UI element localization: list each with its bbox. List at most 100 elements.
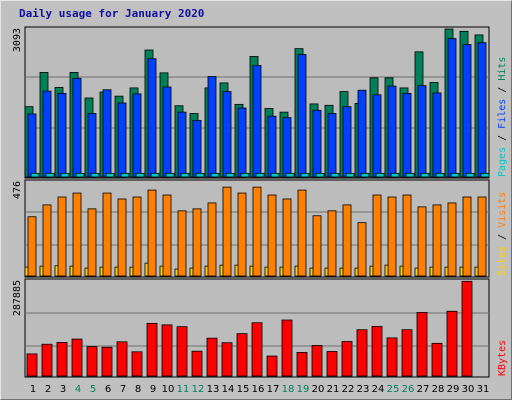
visits-bar-day-10 bbox=[162, 194, 172, 277]
files-bar-day-27 bbox=[417, 85, 427, 178]
files-bar-day-20 bbox=[312, 109, 322, 178]
files-bar-day-7 bbox=[117, 102, 127, 178]
files-bar-day-3 bbox=[57, 93, 67, 178]
kbytes-bar-day-12 bbox=[191, 350, 203, 377]
visits-bar-day-27 bbox=[417, 206, 427, 277]
visits-bar-day-17 bbox=[267, 194, 277, 277]
day-label-8: 8 bbox=[135, 384, 141, 395]
visits-bar-day-12 bbox=[192, 208, 202, 277]
day-label-11: 11 bbox=[177, 384, 190, 395]
pages-bar-day-8 bbox=[135, 172, 145, 178]
pages-bar-day-24 bbox=[375, 172, 385, 178]
pages-bar-day-3 bbox=[60, 172, 70, 178]
files-bar-day-16 bbox=[252, 65, 262, 178]
kbytes-bar-day-18 bbox=[281, 319, 293, 377]
visits-bar-day-14 bbox=[222, 186, 232, 277]
pages-bar-day-5 bbox=[90, 172, 100, 178]
visits-bar-day-2 bbox=[42, 204, 52, 277]
visits-bar-day-22 bbox=[342, 204, 352, 277]
pages-bar-day-22 bbox=[345, 172, 355, 178]
files-bar-day-2 bbox=[42, 90, 52, 178]
kbytes-bar-day-25 bbox=[386, 337, 398, 377]
pages-bar-day-18 bbox=[285, 172, 295, 178]
pages-bar-day-12 bbox=[195, 172, 205, 178]
kbytes-bar-day-26 bbox=[401, 329, 413, 377]
pages-bar-day-1 bbox=[30, 172, 40, 178]
files-bar-day-30 bbox=[462, 44, 472, 178]
visits-bar-day-15 bbox=[237, 192, 247, 277]
legend-entry-files: Files bbox=[497, 99, 508, 129]
kbytes-bar-day-17 bbox=[266, 355, 278, 377]
visits-bar-day-7 bbox=[117, 198, 127, 277]
kbytes-bar-day-23 bbox=[356, 329, 368, 377]
kbytes-bar-day-4 bbox=[71, 338, 83, 377]
visits-bar-day-30 bbox=[462, 196, 472, 277]
day-label-30: 30 bbox=[462, 384, 475, 395]
day-label-14: 14 bbox=[222, 384, 235, 395]
day-label-29: 29 bbox=[447, 384, 460, 395]
kbytes-y-max-label: 287885 bbox=[12, 280, 23, 316]
files-bar-day-15 bbox=[237, 107, 247, 178]
files-bar-day-14 bbox=[222, 91, 232, 178]
day-label-3: 3 bbox=[60, 384, 66, 395]
day-label-1: 1 bbox=[30, 384, 36, 395]
day-label-15: 15 bbox=[237, 384, 250, 395]
files-bar-day-17 bbox=[267, 115, 277, 178]
pages-bar-day-23 bbox=[360, 172, 370, 178]
kbytes-bar-day-21 bbox=[326, 351, 338, 377]
visits-bar-day-6 bbox=[102, 192, 112, 277]
kbytes-bar-day-2 bbox=[41, 343, 53, 377]
files-bar-day-29 bbox=[447, 38, 457, 178]
hits-legend: Pages / Files / Hits bbox=[497, 57, 508, 177]
pages-bar-day-15 bbox=[240, 172, 250, 178]
visits-bar-day-5 bbox=[87, 208, 97, 277]
pages-bar-day-6 bbox=[105, 172, 115, 178]
kbytes-bar-day-15 bbox=[236, 333, 248, 377]
visits-bar-day-18 bbox=[282, 198, 292, 277]
visits-bar-day-9 bbox=[147, 189, 157, 277]
kbytes-bar-day-8 bbox=[131, 351, 143, 377]
kbytes-bar-day-14 bbox=[221, 342, 233, 377]
files-bar-day-31 bbox=[477, 42, 487, 178]
pages-bar-day-28 bbox=[435, 172, 445, 178]
kbytes-bar-day-5 bbox=[86, 346, 98, 377]
kbytes-bar-day-6 bbox=[101, 346, 113, 377]
pages-bar-day-2 bbox=[45, 172, 55, 178]
visits-bar-day-25 bbox=[387, 196, 397, 277]
kbytes-bar-day-29 bbox=[446, 310, 458, 377]
day-label-6: 6 bbox=[105, 384, 111, 395]
kbytes-bar-day-16 bbox=[251, 322, 263, 377]
day-label-25: 25 bbox=[387, 384, 400, 395]
files-bar-day-23 bbox=[357, 89, 367, 178]
files-bar-day-28 bbox=[432, 92, 442, 178]
legend-entry-hits: Hits bbox=[497, 57, 508, 81]
hits-y-max-label: 3093 bbox=[12, 28, 23, 52]
pages-bar-day-26 bbox=[405, 172, 415, 178]
visits-bar-day-23 bbox=[357, 222, 367, 277]
visits-bar-day-20 bbox=[312, 215, 322, 277]
day-label-16: 16 bbox=[252, 384, 265, 395]
kbytes-bar-day-20 bbox=[311, 345, 323, 377]
pages-bar-day-20 bbox=[315, 172, 325, 178]
files-bar-day-10 bbox=[162, 86, 172, 178]
files-bar-day-25 bbox=[387, 85, 397, 178]
day-label-10: 10 bbox=[162, 384, 175, 395]
kbytes-bar-day-3 bbox=[56, 342, 68, 377]
day-label-19: 19 bbox=[297, 384, 310, 395]
kbytes-bar-day-22 bbox=[341, 341, 353, 377]
files-bar-day-21 bbox=[327, 113, 337, 178]
day-label-7: 7 bbox=[120, 384, 126, 395]
files-bar-day-12 bbox=[192, 119, 202, 178]
files-bar-day-11 bbox=[177, 111, 187, 178]
day-label-12: 12 bbox=[192, 384, 205, 395]
visits-bar-day-28 bbox=[432, 204, 442, 277]
files-bar-day-24 bbox=[372, 94, 382, 178]
files-bar-day-13 bbox=[207, 76, 217, 178]
pages-bar-day-11 bbox=[180, 172, 190, 178]
visits-bar-day-31 bbox=[477, 196, 487, 277]
kbytes-bar-day-19 bbox=[296, 352, 308, 377]
files-bar-day-18 bbox=[282, 117, 292, 178]
pages-bar-day-25 bbox=[390, 172, 400, 178]
day-label-4: 4 bbox=[75, 384, 81, 395]
